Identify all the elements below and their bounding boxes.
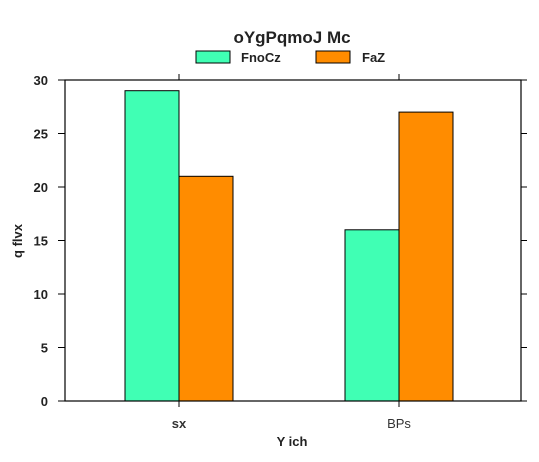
bar-FnoCz-sx xyxy=(124,90,180,402)
legend-swatch-0 xyxy=(195,50,231,64)
y-tick-label: 10 xyxy=(34,287,48,302)
plot-frame xyxy=(64,79,522,402)
bars-layer xyxy=(124,90,454,402)
chart-title: oYgPqmoJ Mc xyxy=(233,28,350,47)
x-tick-label: sx xyxy=(172,416,187,431)
y-tick-label: 15 xyxy=(34,234,48,249)
y-tick-label: 5 xyxy=(41,341,48,356)
y-tick-label: 20 xyxy=(34,180,48,195)
x-tick-label: BPs xyxy=(387,416,411,431)
legend-swatch-1 xyxy=(315,50,351,64)
bar-FnoCz-BPs xyxy=(344,229,400,402)
legend-label-0: FnoCz xyxy=(241,50,281,65)
bar-FaZ-sx xyxy=(178,175,234,402)
y-tick-label: 25 xyxy=(34,127,48,142)
y-axis: 0 5 10 15 20 25 30 xyxy=(34,73,527,409)
x-axis-label: Y ich xyxy=(277,434,308,449)
y-tick-label: 0 xyxy=(41,394,48,409)
legend-label-1: FaZ xyxy=(362,50,385,65)
legend: FnoCz FaZ xyxy=(195,50,385,65)
bar-FaZ-BPs xyxy=(398,111,454,402)
y-axis-label: q flvx xyxy=(10,223,25,258)
x-axis: sx BPs xyxy=(172,74,411,431)
y-tick-label: 30 xyxy=(34,73,48,88)
